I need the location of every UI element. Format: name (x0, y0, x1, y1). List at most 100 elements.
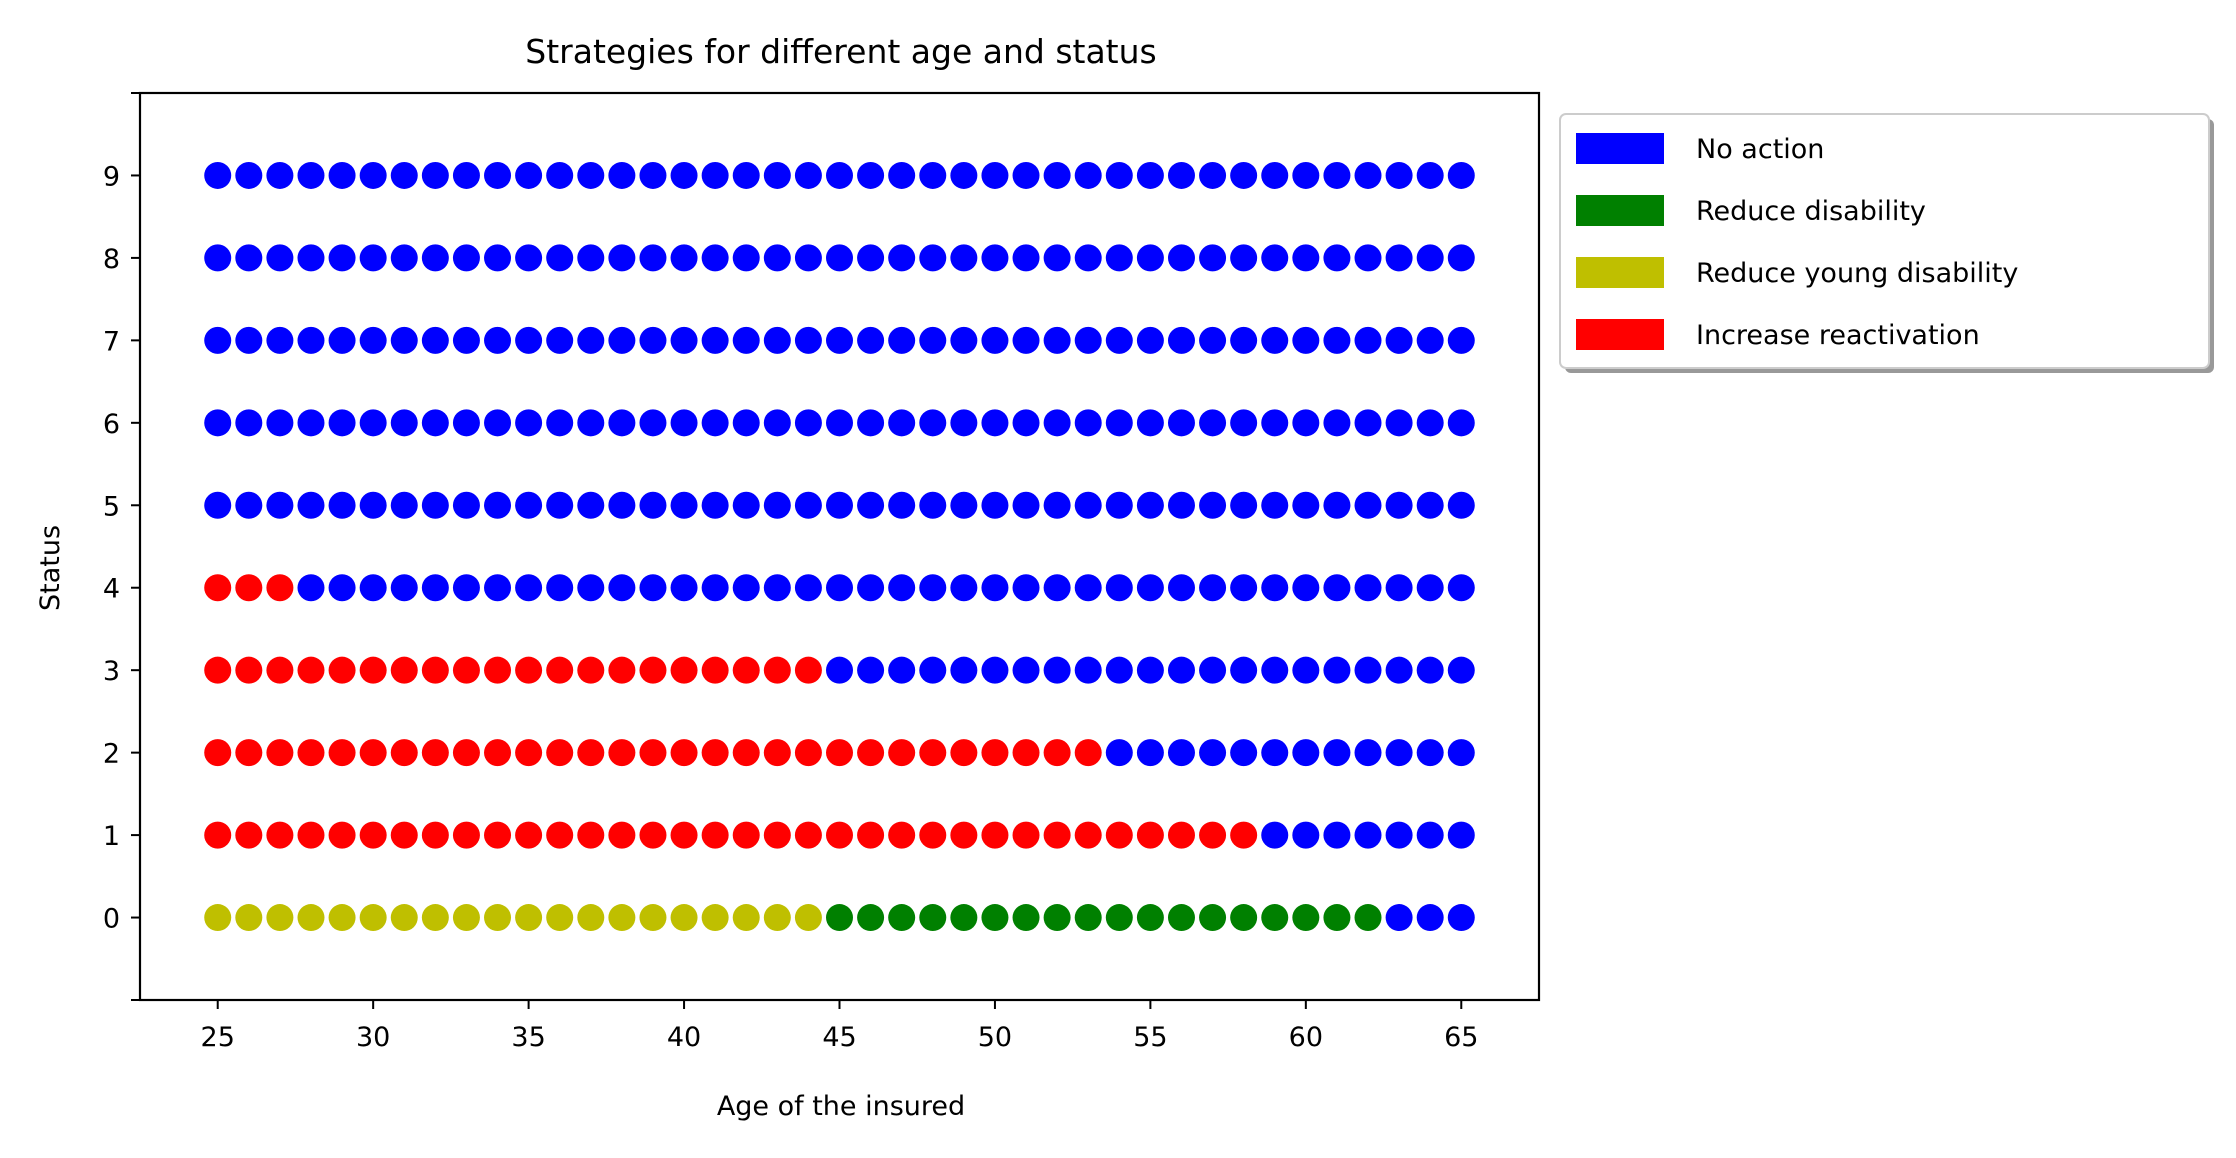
plot-frame (138, 91, 1541, 1002)
data-point (328, 739, 356, 767)
data-point (950, 409, 978, 437)
data-point (1167, 821, 1195, 849)
data-point (1199, 574, 1227, 602)
data-point (235, 574, 263, 602)
data-point (515, 574, 543, 602)
data-point (1416, 821, 1444, 849)
data-point (888, 656, 916, 684)
data-point (515, 821, 543, 849)
data-point (1261, 161, 1289, 189)
data-point (546, 161, 574, 189)
y-tick-label: 1 (103, 821, 120, 852)
data-point (1199, 656, 1227, 684)
data-point (1012, 326, 1040, 354)
data-point (204, 656, 232, 684)
x-tick-label: 55 (1133, 1022, 1167, 1053)
data-point (888, 904, 916, 932)
data-point (1323, 656, 1351, 684)
data-point (235, 904, 263, 932)
data-point (421, 409, 449, 437)
data-point (421, 904, 449, 932)
data-point (1043, 244, 1071, 272)
data-point (452, 161, 480, 189)
data-point (1167, 409, 1195, 437)
data-point (1199, 326, 1227, 354)
x-tick-label: 30 (356, 1022, 390, 1053)
data-point (1105, 326, 1133, 354)
data-point (732, 491, 760, 519)
data-point (608, 656, 636, 684)
data-point (950, 656, 978, 684)
data-point (421, 326, 449, 354)
data-point (732, 904, 760, 932)
data-point (1354, 409, 1382, 437)
data-point (639, 409, 667, 437)
data-point (1074, 904, 1102, 932)
data-point (359, 656, 387, 684)
data-point (1043, 409, 1071, 437)
data-point (888, 326, 916, 354)
data-point (452, 326, 480, 354)
data-point (701, 244, 729, 272)
data-point (1354, 904, 1382, 932)
data-point (1012, 904, 1040, 932)
data-point (1385, 161, 1413, 189)
y-tick-label: 5 (103, 491, 120, 522)
data-point (1416, 409, 1444, 437)
data-point (919, 244, 947, 272)
data-point (826, 904, 853, 932)
data-point (1292, 244, 1320, 272)
legend-label: No action (1696, 134, 1824, 165)
data-point (1167, 491, 1195, 519)
data-point (1074, 739, 1102, 767)
data-point (390, 821, 418, 849)
data-point (328, 409, 356, 437)
data-point (1074, 656, 1102, 684)
data-point (328, 161, 356, 189)
data-point (670, 244, 698, 272)
y-tick-label: 9 (103, 161, 120, 192)
data-point (577, 739, 605, 767)
data-point (204, 739, 232, 767)
data-point (1012, 409, 1040, 437)
data-point (452, 409, 480, 437)
x-tick-label: 45 (822, 1022, 856, 1053)
data-point (1261, 409, 1289, 437)
x-tick-label: 25 (201, 1022, 235, 1053)
data-point (577, 326, 605, 354)
data-point (701, 491, 729, 519)
data-point (763, 656, 791, 684)
data-point (888, 491, 916, 519)
data-point (421, 821, 449, 849)
data-point (826, 491, 853, 519)
data-point (888, 244, 916, 272)
data-point (981, 409, 1009, 437)
data-point (1012, 161, 1040, 189)
data-point (1385, 326, 1413, 354)
data-point (1167, 161, 1195, 189)
data-point (266, 574, 294, 602)
data-point (608, 326, 636, 354)
data-point (794, 904, 822, 932)
data-point (1043, 904, 1071, 932)
data-point (577, 904, 605, 932)
data-point (204, 904, 232, 932)
data-point (1292, 904, 1320, 932)
data-point (546, 491, 574, 519)
data-point (452, 491, 480, 519)
data-point (484, 574, 512, 602)
data-point (701, 326, 729, 354)
legend-box (1559, 113, 2210, 369)
data-point (1199, 821, 1227, 849)
data-point (1416, 574, 1444, 602)
data-point (670, 326, 698, 354)
data-point (484, 491, 512, 519)
data-point (919, 161, 947, 189)
data-point (639, 574, 667, 602)
data-point (1416, 326, 1444, 354)
data-point (826, 821, 853, 849)
legend-label: Increase reactivation (1696, 320, 1980, 351)
data-point (297, 491, 325, 519)
data-point (1074, 574, 1102, 602)
data-point (204, 491, 232, 519)
